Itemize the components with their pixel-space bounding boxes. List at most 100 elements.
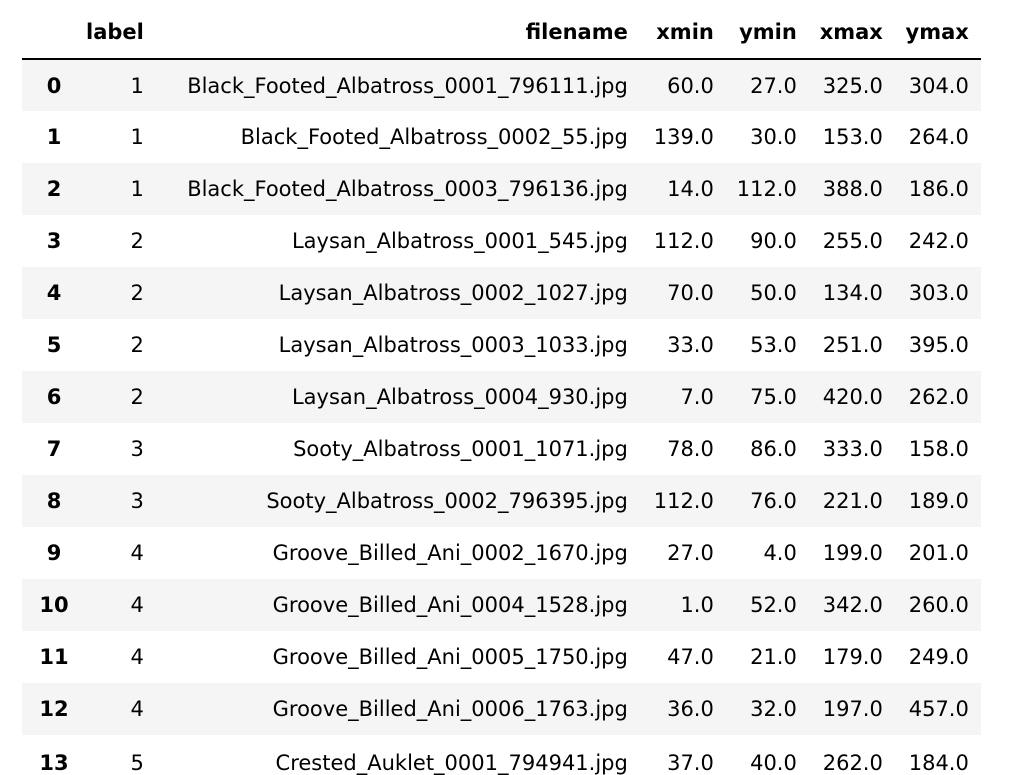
cell-xmin: 36.0 <box>667 697 714 721</box>
cell-ymax: 262.0 <box>908 385 969 409</box>
cell-xmax: 255.0 <box>822 229 883 253</box>
cell-xmin: 78.0 <box>667 437 714 461</box>
cell-xmin: 1.0 <box>680 593 714 617</box>
table-row: 11 4 Groove_Billed_Ani_0005_1750.jpg 47.0 21… <box>22 631 981 683</box>
row-index: 9 <box>46 541 62 565</box>
cell-filename: Black_Footed_Albatross_0002_55.jpg <box>240 125 628 149</box>
cell-ymax: 304.0 <box>908 73 969 98</box>
row-index: 7 <box>46 437 62 461</box>
cell-filename: Laysan_Albatross_0001_545.jpg <box>291 229 628 253</box>
cell-filename: Sooty_Albatross_0001_1071.jpg <box>293 437 628 461</box>
cell-ymax: 457.0 <box>908 697 969 721</box>
row-index: 3 <box>46 229 62 253</box>
cell-label: 1 <box>130 125 144 149</box>
cell-xmin: 14.0 <box>667 177 714 201</box>
table-row: 0 1 Black_Footed_Albatross_0001_796111.jpg… <box>22 59 981 111</box>
cell-ymin: 52.0 <box>750 593 797 617</box>
row-index: 6 <box>46 385 62 409</box>
cell-xmin: 112.0 <box>653 229 714 253</box>
cell-filename: Laysan_Albatross_0004_930.jpg <box>291 385 628 409</box>
table-row: 8 3 Sooty_Albatross_0002_796395.jpg 112.0 76… <box>22 475 981 527</box>
row-index: 10 <box>39 593 69 617</box>
cell-filename: Groove_Billed_Ani_0004_1528.jpg <box>272 593 628 617</box>
row-index: 2 <box>46 177 62 201</box>
cell-xmax: 342.0 <box>822 593 883 617</box>
cell-ymin: 76.0 <box>750 489 797 513</box>
cell-ymin: 27.0 <box>750 73 797 98</box>
cell-label: 3 <box>130 489 144 513</box>
table-row: 4 2 Laysan_Albatross_0002_1027.jpg 70.0 50.0… <box>22 267 981 319</box>
cell-ymin: 4.0 <box>763 541 797 565</box>
cell-label: 4 <box>130 541 144 565</box>
table-header: label filename xmin ymin xmax ymax <box>22 6 981 60</box>
table-row: 1 1 Black_Footed_Albatross_0002_55.jpg 139.… <box>22 111 981 163</box>
dataframe-table: label filename xmin ymin xmax ymax 0 1 Bla… <box>22 6 981 775</box>
header-xmax: xmax <box>808 6 895 60</box>
header-ymax: ymax <box>894 6 981 60</box>
cell-xmin: 37.0 <box>667 751 714 775</box>
row-index: 4 <box>46 281 62 305</box>
cell-ymax: 242.0 <box>908 229 969 253</box>
table-row: 12 4 Groove_Billed_Ani_0006_1763.jpg 36.0 32… <box>22 683 981 735</box>
cell-xmax: 153.0 <box>822 125 883 149</box>
cell-ymax: 303.0 <box>908 281 969 305</box>
table-row: 9 4 Groove_Billed_Ani_0002_1670.jpg 27.0 4.0… <box>22 527 981 579</box>
cell-filename: Laysan_Albatross_0002_1027.jpg <box>278 281 628 305</box>
row-index: 11 <box>39 645 69 669</box>
cell-label: 4 <box>130 697 144 721</box>
cell-xmax: 199.0 <box>822 541 883 565</box>
cell-xmax: 388.0 <box>822 177 883 201</box>
cell-xmax: 251.0 <box>822 333 883 357</box>
cell-xmax: 420.0 <box>822 385 883 409</box>
table-body: 0 1 Black_Footed_Albatross_0001_796111.jpg… <box>22 59 981 775</box>
cell-filename: Black_Footed_Albatross_0001_796111.jpg <box>187 73 628 98</box>
header-row: label filename xmin ymin xmax ymax <box>22 6 981 60</box>
cell-label: 2 <box>130 385 144 409</box>
cell-ymax: 189.0 <box>908 489 969 513</box>
cell-ymin: 112.0 <box>736 177 797 201</box>
cell-xmax: 197.0 <box>822 697 883 721</box>
cell-ymin: 50.0 <box>750 281 797 305</box>
cell-filename: Crested_Auklet_0001_794941.jpg <box>275 751 628 775</box>
cell-xmin: 33.0 <box>667 333 714 357</box>
cell-filename: Laysan_Albatross_0003_1033.jpg <box>278 333 628 357</box>
row-index: 0 <box>46 73 62 98</box>
cell-ymax: 186.0 <box>908 177 969 201</box>
cell-xmax: 134.0 <box>822 281 883 305</box>
cell-ymax: 249.0 <box>908 645 969 669</box>
cell-ymin: 21.0 <box>750 645 797 669</box>
cell-xmax: 325.0 <box>822 73 883 98</box>
header-filename: filename <box>155 6 640 60</box>
cell-xmax: 221.0 <box>822 489 883 513</box>
table-row: 7 3 Sooty_Albatross_0001_1071.jpg 78.0 86.0 3… <box>22 423 981 475</box>
table-row: 6 2 Laysan_Albatross_0004_930.jpg 7.0 75.0 42… <box>22 371 981 423</box>
table-row: 3 2 Laysan_Albatross_0001_545.jpg 112.0 90.0… <box>22 215 981 267</box>
cell-ymax: 260.0 <box>908 593 969 617</box>
cell-label: 2 <box>130 229 144 253</box>
row-index: 5 <box>46 333 62 357</box>
cell-label: 2 <box>130 333 144 357</box>
cell-xmax: 333.0 <box>822 437 883 461</box>
cell-xmin: 70.0 <box>667 281 714 305</box>
cell-ymax: 264.0 <box>908 125 969 149</box>
cell-label: 4 <box>130 593 144 617</box>
cell-filename: Groove_Billed_Ani_0002_1670.jpg <box>272 541 628 565</box>
cell-xmax: 262.0 <box>822 751 883 775</box>
cell-ymax: 158.0 <box>908 437 969 461</box>
cell-ymin: 53.0 <box>750 333 797 357</box>
cell-label: 4 <box>130 645 144 669</box>
cell-xmax: 179.0 <box>822 645 883 669</box>
cell-xmin: 139.0 <box>653 125 714 149</box>
row-index: 1 <box>46 125 62 149</box>
cell-ymin: 75.0 <box>750 385 797 409</box>
cell-xmin: 60.0 <box>667 73 714 98</box>
row-index: 12 <box>39 697 69 721</box>
cell-ymin: 40.0 <box>750 751 797 775</box>
cell-label: 1 <box>130 177 144 201</box>
row-index: 8 <box>46 489 62 513</box>
cell-ymax: 201.0 <box>908 541 969 565</box>
header-label: label <box>86 6 156 60</box>
cell-ymin: 86.0 <box>750 437 797 461</box>
table-row: 5 2 Laysan_Albatross_0003_1033.jpg 33.0 53.0… <box>22 319 981 371</box>
cell-label: 2 <box>130 281 144 305</box>
